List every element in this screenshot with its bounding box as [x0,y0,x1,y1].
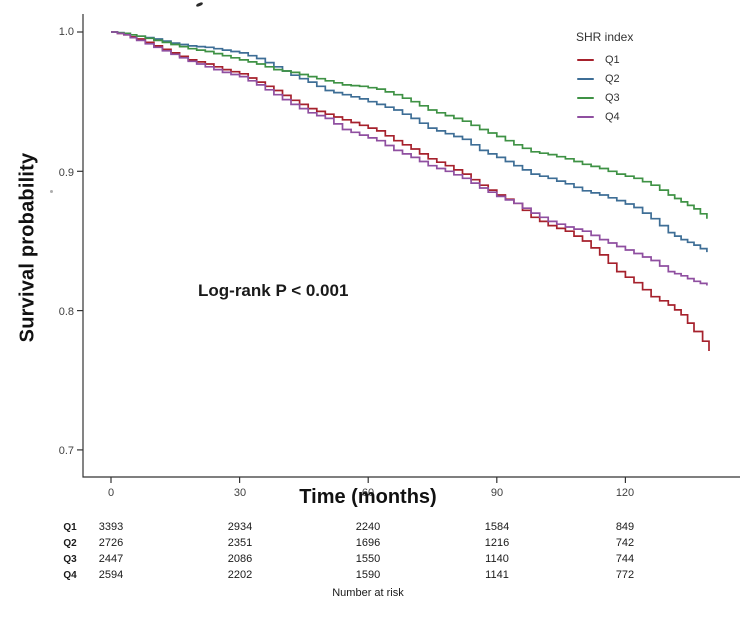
legend-label-q2: Q2 [605,73,620,85]
q4-line-swatch [577,116,594,118]
risk-count: 1140 [485,553,509,565]
risk-count: 2351 [227,537,253,549]
x-axis-title: Time (months) [299,486,437,508]
risk-count: 1584 [484,521,510,533]
risk-count: 3393 [98,521,124,533]
risk-count: 772 [615,569,635,581]
q1-line-swatch [577,59,594,61]
legend-label-q3: Q3 [605,92,620,104]
km-curve-q3 [111,31,708,219]
y-tick-label-1.0: 1.0 [58,26,74,38]
risk-count: 1141 [485,569,509,581]
y-axis-title: Survival probability [16,152,39,343]
risk-count: 849 [615,521,635,533]
risk-count: 2086 [227,553,253,565]
risk-table-caption: Number at risk [332,587,404,599]
risk-row-label: Q2 [63,538,77,549]
risk-row-label: Q1 [63,522,77,533]
risk-count: 2240 [355,521,381,533]
x-tick-label-90: 90 [490,487,504,499]
speck-artifact [50,190,53,193]
risk-count: 2934 [227,521,253,533]
legend-label-q1: Q1 [605,54,620,66]
legend-item-q2: Q2 [577,72,620,86]
km-curve-q2 [111,31,708,253]
x-tick-label-120: 120 [615,487,635,499]
risk-count: 1590 [355,569,381,581]
axis-lines [82,14,740,478]
risk-count: 742 [615,537,635,549]
risk-count: 1550 [355,553,381,565]
risk-count: 2726 [98,537,124,549]
q3-line-swatch [577,97,594,99]
risk-count: 1696 [355,537,381,549]
x-tick-label-0: 0 [107,487,115,499]
risk-count: 2202 [227,569,253,581]
risk-count: 1216 [484,537,510,549]
y-tick-label-0.8: 0.8 [58,306,74,318]
x-tick-label-30: 30 [233,487,247,499]
risk-count: 2447 [98,553,124,565]
x-tick-label-60: 60 [361,487,375,499]
risk-row-label: Q4 [63,570,77,581]
y-tick-label-0.9: 0.9 [58,167,74,179]
legend-item-q3: Q3 [577,91,620,105]
risk-count: 2594 [98,569,124,581]
legend-title: SHR index [576,30,634,44]
legend-label-q4: Q4 [605,111,620,123]
risk-row-label: Q3 [63,554,77,565]
y-tick-label-0.7: 0.7 [58,445,74,457]
risk-count: 744 [615,553,635,565]
legend-item-q1: Q1 [577,53,620,67]
log-rank-annotation: Log-rank P < 0.001 [198,281,349,300]
km-curve-q4 [111,31,708,286]
q2-line-swatch [577,78,594,80]
legend-item-q4: Q4 [577,110,620,124]
